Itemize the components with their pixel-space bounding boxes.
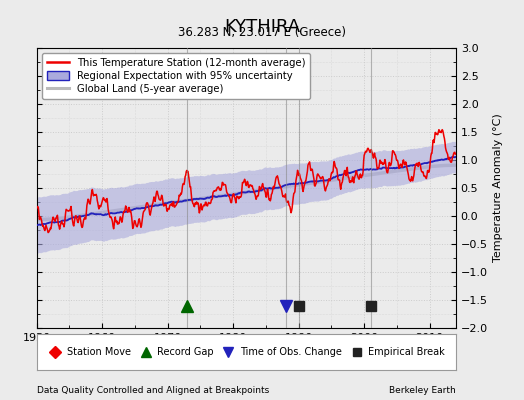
Text: Berkeley Earth: Berkeley Earth <box>389 386 456 395</box>
Legend: Station Move, Record Gap, Time of Obs. Change, Empirical Break: Station Move, Record Gap, Time of Obs. C… <box>45 344 447 360</box>
Text: 36.283 N, 23.017 E (Greece): 36.283 N, 23.017 E (Greece) <box>178 26 346 39</box>
Text: Data Quality Controlled and Aligned at Breakpoints: Data Quality Controlled and Aligned at B… <box>37 386 269 395</box>
Text: KYTHIRA: KYTHIRA <box>224 18 300 36</box>
Y-axis label: Temperature Anomaly (°C): Temperature Anomaly (°C) <box>494 114 504 262</box>
Legend: This Temperature Station (12-month average), Regional Expectation with 95% uncer: This Temperature Station (12-month avera… <box>42 53 310 99</box>
